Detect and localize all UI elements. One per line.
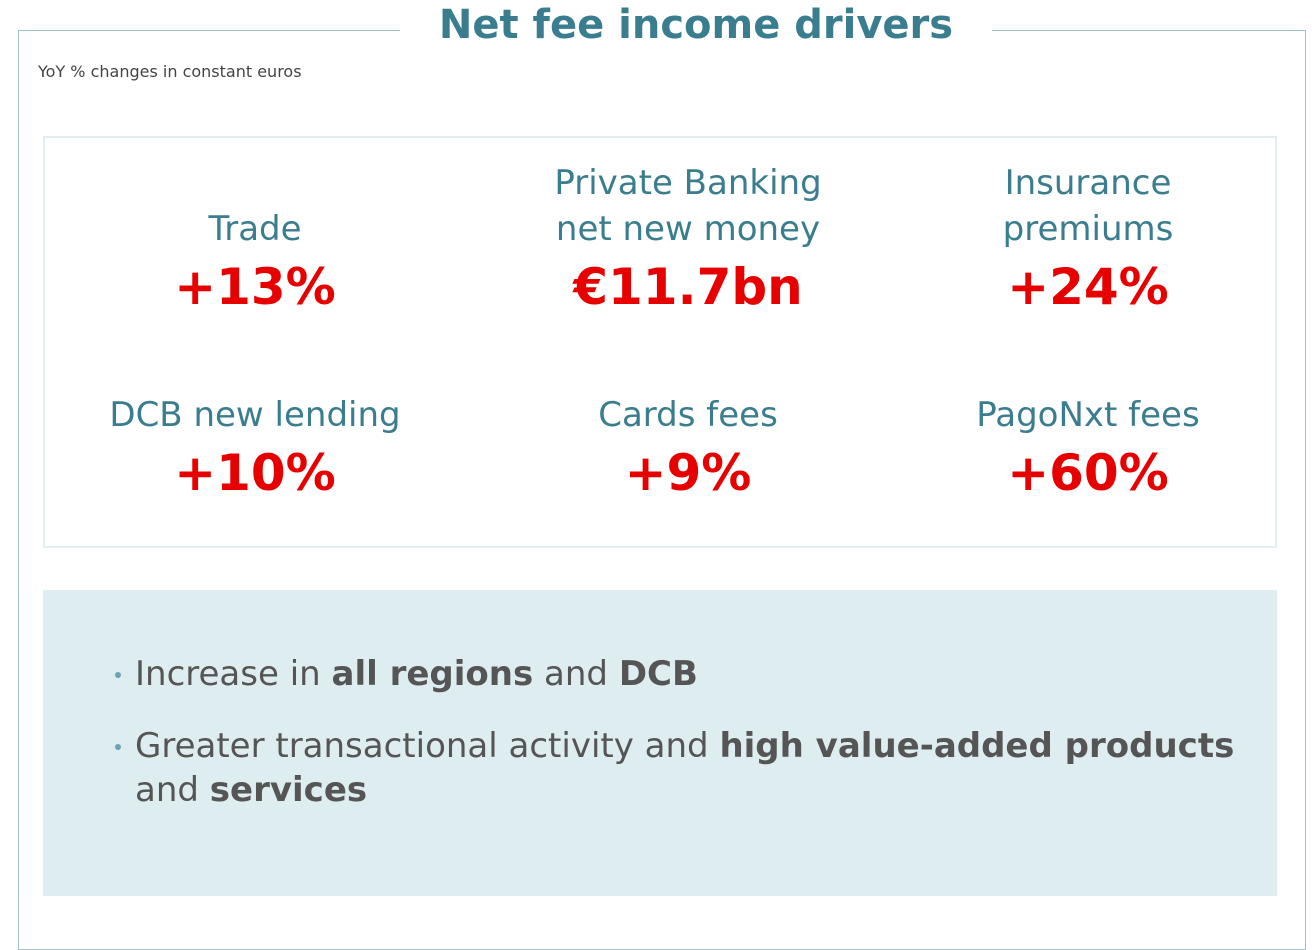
metric-label: Trade — [208, 209, 302, 249]
metric-value: +10% — [174, 444, 336, 502]
metric-value: +60% — [1007, 444, 1169, 502]
title: Net fee income drivers — [400, 2, 992, 48]
bullets: Increase in all regions and DCB Greater t… — [43, 590, 1277, 812]
bold-text: services — [209, 770, 368, 810]
subtitle: YoY % changes in constant euros — [38, 62, 302, 81]
metric-value: +13% — [174, 258, 336, 316]
bold-text: high value-added products — [719, 726, 1235, 766]
bullet: Greater transactional activity and high … — [115, 724, 1277, 812]
metric-value: +9% — [624, 444, 752, 502]
metric: Private Banking net new money €11.7bn — [488, 160, 888, 316]
metric-label: DCB new lending — [109, 395, 401, 435]
metric-label: Insurance premiums — [1002, 163, 1174, 249]
bold-text: DCB — [618, 654, 698, 694]
metric: DCB new lending +10% — [55, 346, 455, 502]
metrics-grid: Trade +13% Private Banking net new money €1… — [43, 136, 1277, 548]
metric-label: Private Banking net new money — [554, 163, 822, 249]
metric-label: Cards fees — [598, 395, 778, 435]
metric: Cards fees +9% — [488, 346, 888, 502]
metric: PagoNxt fees +60% — [888, 346, 1288, 502]
bullet: Increase in all regions and DCB — [115, 652, 1277, 696]
text: Increase in — [135, 654, 332, 694]
metric-value: €11.7bn — [573, 258, 803, 316]
text: and — [135, 770, 210, 810]
metric-label: PagoNxt fees — [976, 395, 1200, 435]
bullet-box: Increase in all regions and DCB Greater t… — [43, 590, 1277, 896]
metric: Insurance premiums +24% — [888, 160, 1288, 316]
metric-value: +24% — [1007, 258, 1169, 316]
bold-text: all regions — [331, 654, 534, 694]
metric: Trade +13% — [55, 160, 455, 316]
text: Greater transactional activity and — [135, 726, 720, 766]
text: and — [533, 654, 619, 694]
